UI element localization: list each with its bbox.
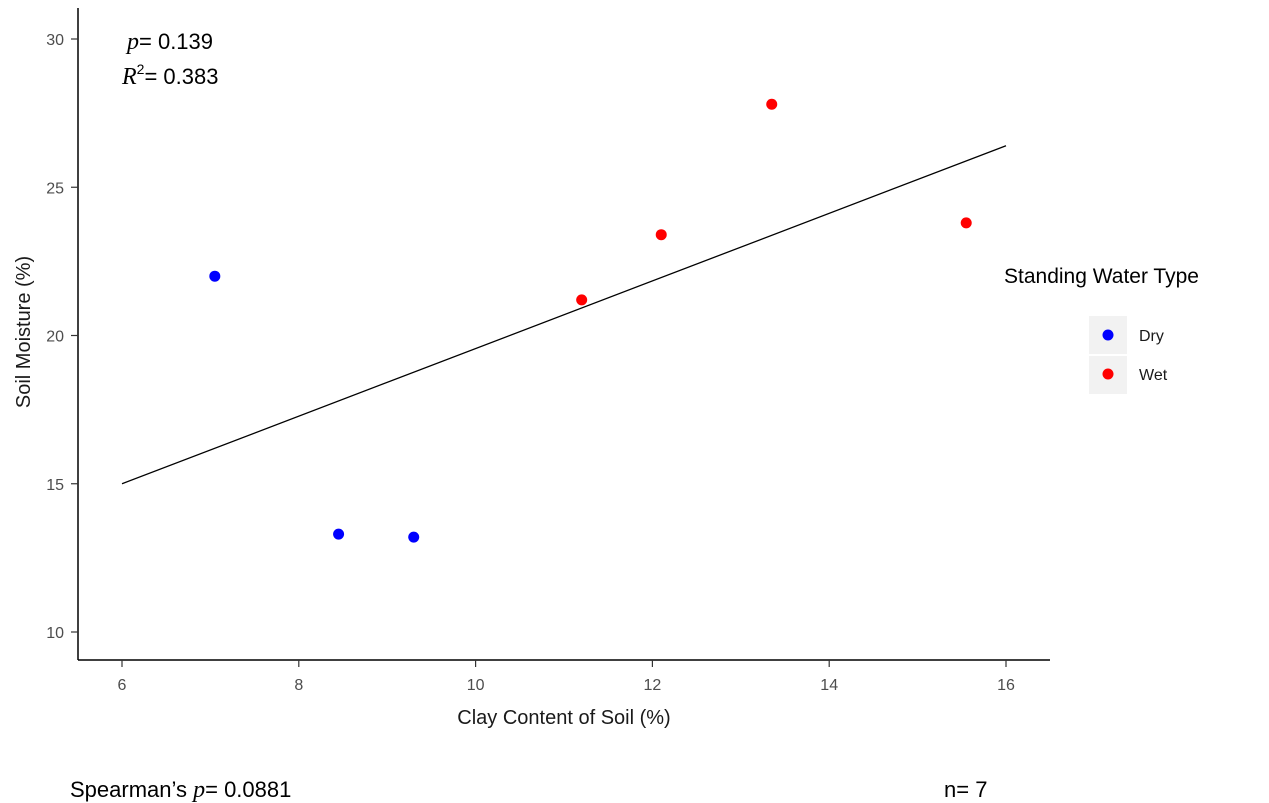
p-symbol: p xyxy=(125,29,139,55)
ticks: 6 8 10 12 14 16 10 15 20 25 30 xyxy=(46,32,1015,694)
y-tick-label: 30 xyxy=(46,32,64,49)
r-exponent: 2 xyxy=(137,61,145,77)
n-annotation: n= 7 xyxy=(944,777,987,802)
y-tick-label: 20 xyxy=(46,329,64,346)
legend-key-wet xyxy=(1102,368,1114,380)
y-tick-label: 10 xyxy=(46,625,64,642)
x-tick-label: 8 xyxy=(294,677,303,694)
x-axis-title: Clay Content of Soil (%) xyxy=(457,707,670,729)
r-value: = 0.383 xyxy=(144,64,218,89)
x-tick-label: 6 xyxy=(118,677,127,694)
r-squared-annotation: R2= 0.383 xyxy=(121,61,218,90)
legend-label-dry: Dry xyxy=(1139,328,1164,345)
y-tick-label: 15 xyxy=(46,477,64,494)
data-point-dry xyxy=(408,531,420,543)
x-tick-label: 10 xyxy=(467,677,485,694)
legend-label-wet: Wet xyxy=(1139,367,1168,384)
y-axis-title: Soil Moisture (%) xyxy=(13,256,35,408)
stats-annotation: p= 0.139 R2= 0.383 xyxy=(121,29,218,90)
p-value-annotation: p= 0.139 xyxy=(125,29,213,55)
x-tick-label: 16 xyxy=(997,677,1015,694)
spearman-annotation: Spearman’s p= 0.0881 xyxy=(70,777,291,803)
y-tick-label: 25 xyxy=(46,180,64,197)
trend-line xyxy=(121,145,1007,485)
data-point-wet xyxy=(766,98,778,110)
data-point-wet xyxy=(576,294,588,306)
x-tick-label: 14 xyxy=(820,677,838,694)
data-point-dry xyxy=(333,528,345,540)
spearman-value: = 0.0881 xyxy=(205,777,291,802)
axes xyxy=(77,8,1050,661)
spearman-symbol: p xyxy=(191,777,205,803)
spearman-prefix: Spearman’s xyxy=(70,777,193,802)
x-tick-label: 12 xyxy=(644,677,662,694)
plot-area xyxy=(121,98,1007,543)
legend: Standing Water Type Dry Wet xyxy=(1004,265,1199,394)
legend-key-dry xyxy=(1102,329,1114,341)
data-point-dry xyxy=(209,270,221,282)
p-value: = 0.139 xyxy=(139,29,213,54)
data-point-wet xyxy=(960,217,972,229)
legend-title: Standing Water Type xyxy=(1004,265,1199,288)
data-point-wet xyxy=(655,229,667,241)
r-symbol: R xyxy=(121,64,137,90)
